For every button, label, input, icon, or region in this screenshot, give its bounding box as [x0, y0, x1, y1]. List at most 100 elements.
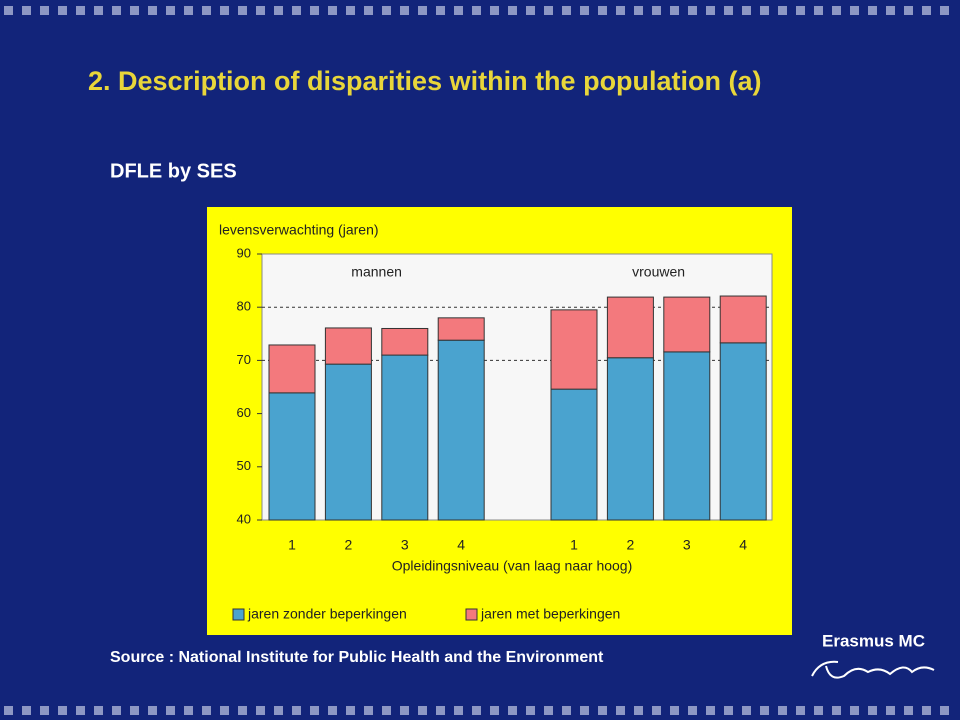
border-square — [364, 706, 373, 715]
x-tick-label: 3 — [683, 537, 691, 553]
border-square — [796, 706, 805, 715]
y-tick-label: 80 — [237, 299, 251, 314]
border-square — [130, 6, 139, 15]
border-square — [22, 706, 31, 715]
border-square — [148, 6, 157, 15]
group-label: vrouwen — [632, 264, 685, 280]
y-tick-label: 90 — [237, 245, 251, 260]
border-square — [238, 6, 247, 15]
border-square — [814, 706, 823, 715]
border-square — [868, 6, 877, 15]
border-square — [454, 6, 463, 15]
border-square — [760, 706, 769, 715]
border-square — [652, 706, 661, 715]
border-square — [184, 706, 193, 715]
border-square — [94, 706, 103, 715]
border-square — [130, 706, 139, 715]
border-square — [490, 6, 499, 15]
border-square — [652, 6, 661, 15]
border-square — [454, 706, 463, 715]
border-square — [436, 706, 445, 715]
border-square — [616, 706, 625, 715]
bar-segment — [663, 351, 711, 521]
border-square — [904, 706, 913, 715]
x-tick-label: 1 — [570, 537, 578, 553]
bar-segment — [550, 309, 598, 390]
border-square — [58, 706, 67, 715]
border-square — [886, 706, 895, 715]
border-square — [598, 706, 607, 715]
slide-subtitle: DFLE by SES — [110, 160, 237, 182]
bar-segment — [437, 317, 485, 341]
border-square — [274, 706, 283, 715]
border-square — [148, 706, 157, 715]
border-square — [868, 706, 877, 715]
bar-segment — [437, 339, 485, 521]
border-square — [526, 706, 535, 715]
border-square — [202, 706, 211, 715]
border-square — [886, 6, 895, 15]
bar-segment — [381, 354, 429, 521]
bar-segment — [324, 327, 372, 365]
border-square — [760, 6, 769, 15]
bar-segment — [663, 296, 711, 353]
border-square — [472, 6, 481, 15]
legend-label: jaren met beperkingen — [480, 606, 620, 622]
border-square — [256, 706, 265, 715]
legend-swatch — [232, 608, 245, 621]
border-square — [796, 6, 805, 15]
logo-signature — [811, 660, 935, 679]
border-square — [40, 706, 49, 715]
border-square — [292, 706, 301, 715]
x-tick-label: 1 — [288, 537, 296, 553]
border-square — [274, 6, 283, 15]
border-square — [724, 706, 733, 715]
legend-swatch — [465, 608, 478, 621]
border-square — [58, 6, 67, 15]
border-square — [526, 6, 535, 15]
border-square — [922, 6, 931, 15]
border-square — [562, 706, 571, 715]
border-square — [922, 706, 931, 715]
y-tick-label: 50 — [237, 458, 251, 473]
x-tick-label: 4 — [457, 537, 465, 553]
border-square — [184, 6, 193, 15]
border-square — [580, 6, 589, 15]
border-square — [112, 6, 121, 15]
border-square — [292, 6, 301, 15]
bar-segment — [268, 392, 316, 521]
slide-title: 2. Description of disparities within the… — [88, 66, 762, 96]
bar-segment — [268, 344, 316, 394]
border-square — [544, 6, 553, 15]
y-tick-label: 40 — [237, 511, 251, 526]
x-tick-label: 2 — [627, 537, 635, 553]
border-square — [40, 6, 49, 15]
border-square — [346, 6, 355, 15]
border-square — [940, 6, 949, 15]
border-square — [814, 6, 823, 15]
border-square — [508, 6, 517, 15]
border-square — [940, 706, 949, 715]
source-note: Source : National Institute for Public H… — [110, 649, 604, 666]
bar-segment — [719, 342, 767, 521]
border-square — [670, 6, 679, 15]
legend-label: jaren zonder beperkingen — [247, 606, 407, 622]
logo-text: Erasmus MC — [822, 631, 925, 650]
border-square — [832, 6, 841, 15]
border-square — [166, 6, 175, 15]
border-square — [400, 6, 409, 15]
x-tick-label: 4 — [739, 537, 747, 553]
border-square — [778, 6, 787, 15]
border-square — [310, 706, 319, 715]
border-square — [382, 6, 391, 15]
border-square — [76, 706, 85, 715]
border-square — [22, 6, 31, 15]
border-square — [634, 6, 643, 15]
border-square — [346, 706, 355, 715]
y-axis-label: levensverwachting (jaren) — [219, 222, 379, 238]
border-square — [634, 706, 643, 715]
y-tick-label: 70 — [237, 352, 251, 367]
border-square — [724, 6, 733, 15]
